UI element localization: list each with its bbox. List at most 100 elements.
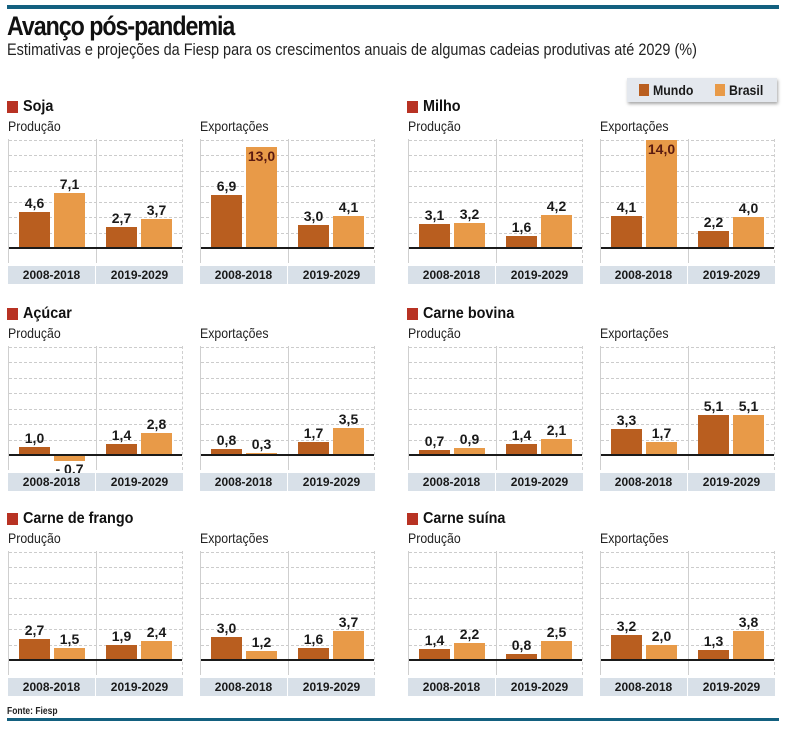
bar-value-label: 3,0 bbox=[216, 619, 237, 636]
bar-value-label: 4,0 bbox=[738, 200, 759, 216]
period-divider bbox=[496, 551, 497, 675]
bar-mundo-2019-2029 bbox=[106, 645, 137, 660]
period-label: 2019-2029 bbox=[288, 266, 375, 284]
plot-area: 0,8 0,3 1,7 3,5 bbox=[200, 346, 375, 470]
gridline bbox=[601, 393, 774, 394]
chart-panel-exportacoes: 0,8 0,3 1,7 3,5 2008-2018 2019-2029 bbox=[200, 346, 375, 492]
bar-brasil-2019-2029 bbox=[333, 631, 364, 660]
bar-brasil-2008-2018 bbox=[646, 139, 677, 248]
bar-brasil-2019-2029 bbox=[733, 217, 764, 248]
bar-brasil-2008-2018 bbox=[54, 192, 85, 248]
gridline bbox=[409, 567, 582, 568]
gridline bbox=[409, 202, 582, 203]
panel-label: Produção bbox=[8, 530, 61, 546]
chart-panel-exportacoes: 4,1 14,0 2,2 4,0 2008-2018 2019-2029 bbox=[600, 139, 775, 285]
bar-mundo-2008-2018 bbox=[211, 636, 242, 660]
bar-mundo-2019-2029 bbox=[506, 444, 537, 455]
period-label: 2019-2029 bbox=[96, 678, 183, 696]
gridline bbox=[601, 598, 774, 599]
gridline bbox=[409, 552, 582, 553]
gridline bbox=[601, 233, 774, 234]
gridline bbox=[9, 440, 182, 441]
bar-value-label: 1,7 bbox=[651, 424, 672, 441]
gridline bbox=[9, 614, 182, 615]
plot-area: 3,0 1,2 1,6 3,7 bbox=[200, 551, 375, 675]
period-divider bbox=[496, 139, 497, 263]
bar-mundo-2019-2029 bbox=[506, 235, 537, 248]
panel-label: Exportações bbox=[200, 118, 269, 134]
bar-mundo-2008-2018 bbox=[611, 216, 642, 248]
bar-value-label: 0,9 bbox=[459, 431, 480, 448]
bar-mundo-2019-2029 bbox=[106, 444, 137, 455]
gridline bbox=[9, 598, 182, 599]
period-label: 2008-2018 bbox=[8, 678, 95, 696]
panel-label: Produção bbox=[408, 530, 461, 546]
gridline bbox=[9, 362, 182, 363]
zero-line bbox=[409, 454, 582, 456]
period-divider bbox=[288, 139, 289, 263]
source-note: Fonte: Fiesp bbox=[7, 706, 58, 717]
zero-line bbox=[601, 454, 774, 456]
gridline bbox=[409, 378, 582, 379]
bar-mundo-2019-2029 bbox=[298, 224, 329, 248]
legend-label-mundo: Mundo bbox=[653, 82, 694, 98]
period-divider bbox=[96, 551, 97, 675]
bar-brasil-2019-2029 bbox=[541, 640, 572, 660]
bar-value-label: 1,2 bbox=[251, 633, 272, 650]
bar-brasil-2008-2018 bbox=[646, 441, 677, 455]
gridline bbox=[9, 186, 182, 187]
gridline bbox=[9, 424, 182, 425]
period-label: 2008-2018 bbox=[200, 473, 287, 491]
period-label: 2019-2029 bbox=[496, 678, 583, 696]
bar-mundo-2019-2029 bbox=[698, 415, 729, 455]
gridline bbox=[409, 347, 582, 348]
group-title: Carne bovina bbox=[423, 305, 515, 322]
bar-brasil-2019-2029 bbox=[733, 630, 764, 660]
gridline bbox=[601, 202, 774, 203]
gridline bbox=[201, 409, 374, 410]
panel-label: Produção bbox=[8, 118, 61, 134]
group-title: Carne de frango bbox=[23, 510, 134, 527]
gridline bbox=[601, 347, 774, 348]
bar-mundo-2008-2018 bbox=[19, 447, 50, 455]
period-label: 2019-2029 bbox=[496, 473, 583, 491]
bar-value-label: 5,1 bbox=[703, 398, 724, 415]
gridline bbox=[409, 362, 582, 363]
bar-brasil-2019-2029 bbox=[733, 415, 764, 455]
bar-brasil-2019-2029 bbox=[333, 216, 364, 248]
period-label: 2019-2029 bbox=[288, 678, 375, 696]
chart-panel-exportacoes: 6,9 13,0 3,0 4,1 2008-2018 2019-2029 bbox=[200, 139, 375, 285]
bar-value-label: 3,2 bbox=[459, 206, 480, 223]
bar-value-label: 1,6 bbox=[303, 630, 324, 647]
bar-value-label: 3,1 bbox=[424, 206, 445, 223]
chart-panel-producao: 4,6 7,1 2,7 3,7 2008-2018 2019-2029 bbox=[8, 139, 183, 285]
gridline bbox=[201, 186, 374, 187]
gridline bbox=[201, 362, 374, 363]
bar-value-label: 0,8 bbox=[216, 431, 237, 448]
gridline bbox=[9, 583, 182, 584]
gridline bbox=[9, 217, 182, 218]
gridline bbox=[601, 424, 774, 425]
bar-value-label: 1,4 bbox=[424, 632, 445, 649]
gridline bbox=[201, 567, 374, 568]
period-label: 2019-2029 bbox=[688, 266, 775, 284]
period-label: 2008-2018 bbox=[200, 678, 287, 696]
period-label: 2019-2029 bbox=[96, 473, 183, 491]
gridline bbox=[409, 629, 582, 630]
period-label: 2008-2018 bbox=[600, 473, 687, 491]
group-title: Carne suína bbox=[423, 510, 506, 527]
bar-mundo-2019-2029 bbox=[698, 230, 729, 248]
bar-value-label: 2,5 bbox=[546, 623, 567, 640]
bar-value-label: 1,0 bbox=[24, 430, 45, 447]
zero-line bbox=[9, 659, 182, 661]
gridline bbox=[409, 393, 582, 394]
gridline bbox=[201, 378, 374, 379]
bar-value-label: 6,9 bbox=[216, 177, 237, 194]
gridline bbox=[9, 347, 182, 348]
plot-area: 3,1 3,2 1,6 4,2 bbox=[408, 139, 583, 263]
gridline bbox=[409, 583, 582, 584]
bar-value-label: 2,7 bbox=[111, 210, 132, 227]
bar-value-label: 3,0 bbox=[303, 207, 324, 224]
gridline bbox=[201, 347, 374, 348]
plot-area: 1,0- 0,7 1,4 2,8 bbox=[8, 346, 183, 477]
